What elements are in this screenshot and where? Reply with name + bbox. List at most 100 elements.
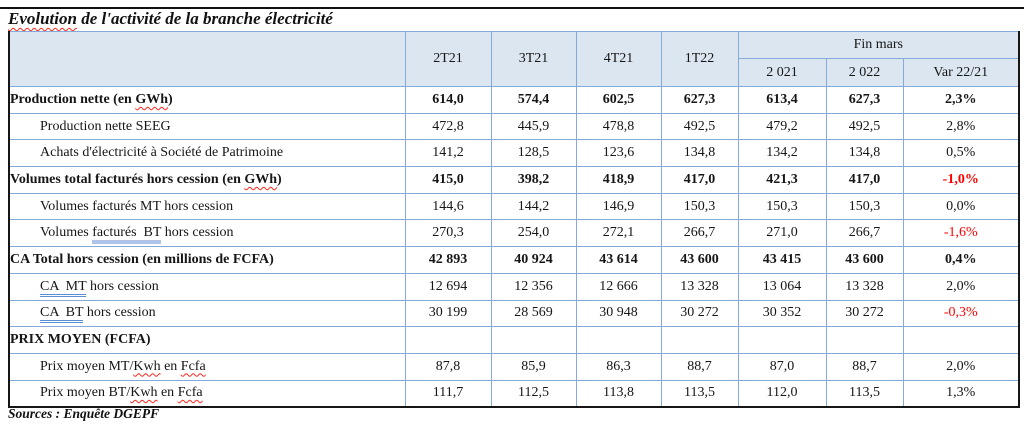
value-cell: 43 600: [825, 246, 904, 274]
row-label: Production nette SEEG: [8, 112, 406, 141]
row-label: CA BT hors cession: [8, 299, 406, 328]
table-row: CA BT hors cession 30 199 28 569 30 948 30 2…: [8, 299, 1020, 328]
spell-marked-text: Kwh: [133, 358, 161, 374]
value-cell: 12 666: [575, 272, 662, 301]
value-cell: 88,7: [825, 352, 904, 381]
variation-cell: -1,6%: [902, 219, 1020, 248]
value-cell: 150,3: [825, 192, 904, 221]
table-body: Production nette (en GWh) 614,0 574,4 602,5…: [8, 86, 1020, 408]
value-cell: 134,2: [737, 139, 827, 168]
corner-header-cell: [8, 31, 406, 87]
row-label: Achats d'électricité à Société de Patrim…: [8, 139, 406, 168]
value-cell: 30 199: [404, 299, 492, 328]
text-segment: Prix moyen MT/: [40, 358, 134, 374]
value-cell: 254,0: [490, 219, 577, 248]
value-cell: 128,5: [490, 139, 577, 168]
value-cell: 113,5: [660, 379, 739, 408]
value-cell: 30 272: [660, 299, 739, 328]
value-cell: 144,2: [490, 192, 577, 221]
value-cell: 113,5: [825, 379, 904, 408]
value-cell: 613,4: [737, 86, 827, 114]
value-cell: 492,5: [660, 112, 739, 141]
value-cell: 30 948: [575, 299, 662, 328]
text-segment: Volumes total facturés hors cession (en: [10, 171, 245, 187]
row-label: Prix moyen BT/Kwh en Fcfa: [8, 379, 406, 408]
value-cell: 417,0: [825, 166, 904, 194]
table-row: CA Total hors cession (en millions de FC…: [8, 246, 1020, 274]
value-cell: 472,8: [404, 112, 492, 141]
value-cell: 398,2: [490, 166, 577, 194]
text-segment: hors cession: [83, 305, 156, 321]
spell-marked-text: Evolution: [8, 9, 77, 28]
value-cell: [660, 326, 739, 354]
grammar-marked-text: CA MT: [40, 278, 87, 297]
variation-cell: 0,0%: [902, 192, 1020, 221]
value-cell: 86,3: [575, 352, 662, 381]
text-segment: ): [277, 171, 282, 187]
column-header-fin-mars: Fin mars: [737, 31, 1020, 59]
value-cell: 112,5: [490, 379, 577, 408]
value-cell: 43 600: [660, 246, 739, 274]
row-label: CA Total hors cession (en millions de FC…: [8, 246, 406, 274]
value-cell: 421,3: [737, 166, 827, 194]
table-row: Volumes total facturés hors cession (en …: [8, 166, 1020, 194]
value-cell: 111,7: [404, 379, 492, 408]
column-header-1t22: 1T22: [660, 31, 739, 87]
text-segment: CA Total hors cession (en millions de FC…: [10, 251, 274, 267]
top-horizontal-rule: [0, 7, 1024, 9]
value-cell: 602,5: [575, 86, 662, 114]
value-cell: 417,0: [660, 166, 739, 194]
text-segment: Achats d'électricité à Société de Patrim…: [40, 145, 284, 161]
variation-cell: 2,0%: [902, 272, 1020, 301]
value-cell: 627,3: [825, 86, 904, 114]
row-label: CA MT hors cession: [8, 272, 406, 301]
value-cell: 87,0: [737, 352, 827, 381]
value-cell: 40 924: [490, 246, 577, 274]
value-cell: 87,8: [404, 352, 492, 381]
text-segment: hors cession: [86, 278, 159, 294]
value-cell: 85,9: [490, 352, 577, 381]
text-segment: en: [160, 358, 181, 374]
table-row: Volumes facturés BT hors cession 270,3 254…: [8, 219, 1020, 248]
value-cell: [825, 326, 904, 354]
table-row: Prix moyen BT/Kwh en Fcfa 111,7 112,5 113,8…: [8, 379, 1020, 408]
variation-cell: [902, 326, 1020, 354]
value-cell: 478,8: [575, 112, 662, 141]
value-cell: 12 356: [490, 272, 577, 301]
row-label: Volumes facturés BT hors cession: [8, 219, 406, 248]
value-cell: 113,8: [575, 379, 662, 408]
column-header-4t21: 4T21: [575, 31, 662, 87]
spell-marked-text: Fcfa: [177, 385, 203, 401]
value-cell: 13 328: [660, 272, 739, 301]
value-cell: 492,5: [825, 112, 904, 141]
value-cell: 13 328: [825, 272, 904, 301]
value-cell: 43 614: [575, 246, 662, 274]
value-cell: 415,0: [404, 166, 492, 194]
value-cell: 150,3: [737, 192, 827, 221]
value-cell: 134,8: [825, 139, 904, 168]
source-note: Sources : Enquête DGEPF: [8, 406, 160, 421]
value-cell: [490, 326, 577, 354]
grammar-marked-text: CA BT: [40, 305, 84, 324]
value-cell: 88,7: [660, 352, 739, 381]
table-row: Prix moyen MT/Kwh en Fcfa 87,8 85,9 86,3 88,…: [8, 352, 1020, 381]
spell-marked-text: GWh: [135, 91, 169, 107]
value-cell: [737, 326, 827, 354]
table-row: CA MT hors cession 12 694 12 356 12 666 13 3…: [8, 272, 1020, 301]
text-segment: Production nette SEEG: [40, 118, 171, 134]
spell-marked-text: Kwh: [130, 385, 158, 401]
text-segment: de l'activité de la branche électricité: [76, 9, 333, 28]
value-cell: 123,6: [575, 139, 662, 168]
value-cell: 479,2: [737, 112, 827, 141]
value-cell: 270,3: [404, 219, 492, 248]
value-cell: 150,3: [660, 192, 739, 221]
row-label: Production nette (en GWh): [8, 86, 406, 114]
column-header-2021: 2 021: [737, 58, 827, 87]
value-cell: 574,4: [490, 86, 577, 114]
column-header-3t21: 3T21: [490, 31, 577, 87]
table-row: Volumes facturés MT hors cession 144,6 144…: [8, 192, 1020, 221]
text-segment: en: [157, 385, 178, 401]
grammar-thick-marked-text: facturés BT: [92, 225, 162, 245]
value-cell: 141,2: [404, 139, 492, 168]
table-header: 2T21 3T21 4T21 1T22 Fin mars 2 021 2 022…: [8, 31, 1020, 87]
